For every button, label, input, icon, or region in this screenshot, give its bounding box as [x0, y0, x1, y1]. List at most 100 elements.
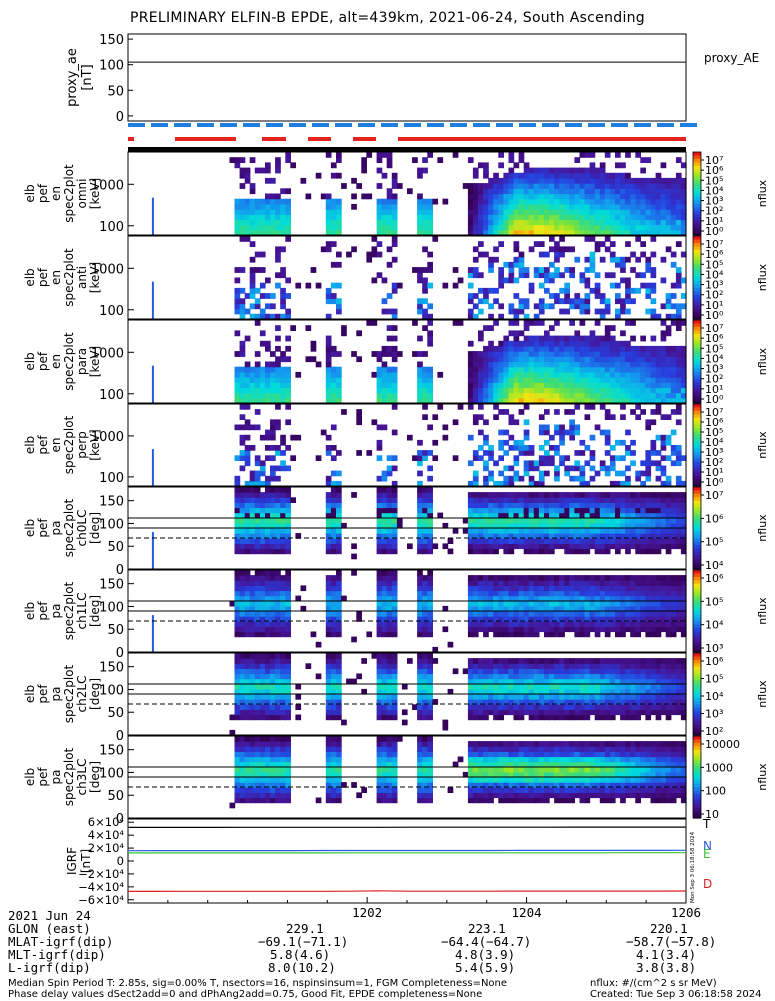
spectrogram-cell	[559, 596, 565, 602]
spectrogram-cell	[427, 336, 433, 342]
spectrogram-cell	[280, 435, 286, 441]
spectrogram-cell	[580, 173, 586, 179]
spectrogram-cell	[488, 367, 494, 373]
spectrogram-cell	[240, 209, 246, 215]
spectrogram-cell	[240, 518, 246, 524]
spectrogram-cell	[260, 168, 266, 174]
colorbar-cell	[693, 497, 701, 501]
spectrogram-cell	[245, 214, 251, 220]
spectrogram-cell	[483, 214, 489, 220]
spectrogram-cell	[585, 543, 591, 549]
spectrogram-cell	[427, 303, 433, 309]
spectrogram-cell	[488, 325, 494, 331]
energy-tick-label: 100	[99, 304, 124, 319]
spectrogram-cell	[483, 325, 489, 331]
spectrogram-ylabel: pef	[36, 435, 50, 455]
spectrogram-cell	[285, 219, 291, 225]
spectrogram-cell	[331, 601, 337, 607]
spectrogram-cell	[290, 325, 296, 331]
spectrogram-cell	[580, 580, 586, 586]
status-bar-red	[353, 137, 376, 141]
spectrogram-cell	[382, 502, 388, 508]
spectrogram-cell	[509, 272, 515, 278]
spectrogram-cell	[514, 476, 520, 482]
spectrogram-cell	[392, 626, 398, 632]
spectrogram-cell	[387, 487, 393, 493]
spectrogram-cell	[630, 214, 636, 220]
spectrogram-cell	[549, 236, 555, 242]
spectrogram-cell	[336, 214, 342, 220]
spectrogram-cell	[605, 471, 611, 477]
spectrogram-cell	[250, 445, 256, 451]
spectrogram-cell	[600, 679, 606, 685]
spectrogram-cell	[600, 549, 606, 555]
spectrogram-cell	[529, 204, 535, 210]
spectrogram-cell	[524, 518, 530, 524]
spectrogram-cell	[620, 393, 626, 399]
spectrogram-cell	[260, 225, 266, 231]
spectrogram-cell	[661, 225, 667, 231]
spectrogram-cell	[275, 663, 281, 669]
spectrogram-cell	[595, 178, 601, 184]
spectrogram-cell	[437, 404, 443, 410]
spectrogram-cell	[255, 409, 261, 415]
spectrogram-cell	[514, 497, 520, 503]
spectrogram-cell	[656, 538, 662, 544]
spectrogram-cell	[580, 658, 586, 664]
spectrogram-cell	[417, 204, 423, 210]
spectrogram-cell	[630, 382, 636, 388]
spectrogram-cell	[564, 679, 570, 685]
spectrogram-cell	[275, 162, 281, 168]
spectrogram-cell	[483, 162, 489, 168]
spectrogram-cell	[468, 435, 474, 441]
spectrogram-cell	[529, 543, 535, 549]
spectrogram-cell	[387, 575, 393, 581]
spectrogram-cell	[382, 492, 388, 498]
spectrogram-cell	[361, 168, 367, 174]
spectrogram-cell	[640, 356, 646, 362]
spectrogram-cell	[331, 298, 337, 304]
spectrogram-cell	[270, 430, 276, 436]
spectrogram-cell	[574, 575, 580, 581]
spectrogram-cell	[620, 367, 626, 373]
spectrogram-ylabel: elb	[23, 602, 37, 620]
colorbar-cell	[693, 211, 701, 215]
spectrogram-cell	[422, 351, 428, 357]
spectrogram-cell	[519, 194, 525, 200]
spectrogram-cell	[392, 715, 398, 721]
spectrogram-cell	[514, 668, 520, 674]
spectrogram-cell	[615, 549, 621, 555]
spectrogram-cell	[240, 580, 246, 586]
spectrogram-cell	[534, 209, 540, 215]
spectrogram-cell	[392, 219, 398, 225]
spectrogram-cell	[509, 626, 515, 632]
spectrogram-cell	[336, 679, 342, 685]
spectrogram-cell	[240, 508, 246, 514]
spectrogram-cell	[524, 372, 530, 378]
spectrogram-cell	[610, 663, 616, 669]
spectrogram-cell	[585, 183, 591, 189]
spectrogram-cell	[605, 199, 611, 205]
spectrogram-cell	[666, 585, 672, 591]
spectrogram-cell	[270, 601, 276, 607]
spectrogram-cell	[245, 580, 251, 586]
spectrogram-cell	[676, 460, 682, 466]
spectrogram-cell	[387, 214, 393, 220]
spectrogram-cell	[574, 596, 580, 602]
spectrogram-cell	[595, 173, 601, 179]
spectrogram-cell	[326, 209, 332, 215]
spectrogram-cell	[666, 204, 672, 210]
spectrogram-cell	[493, 288, 499, 294]
spectrogram-cell	[468, 585, 474, 591]
spectrogram-cell	[600, 668, 606, 674]
spectrogram-cell	[585, 173, 591, 179]
spectrogram-cell	[417, 460, 423, 466]
spectrogram-cell	[509, 513, 515, 519]
spectrogram-cell	[640, 351, 646, 357]
spectrogram-cell	[524, 173, 530, 179]
spectrogram-ylabel: spec2plot	[62, 248, 76, 307]
spectrogram-cell	[331, 658, 337, 664]
spectrogram-cell	[493, 709, 499, 715]
spectrogram-cell	[382, 393, 388, 399]
spectrogram-cell	[610, 199, 616, 205]
